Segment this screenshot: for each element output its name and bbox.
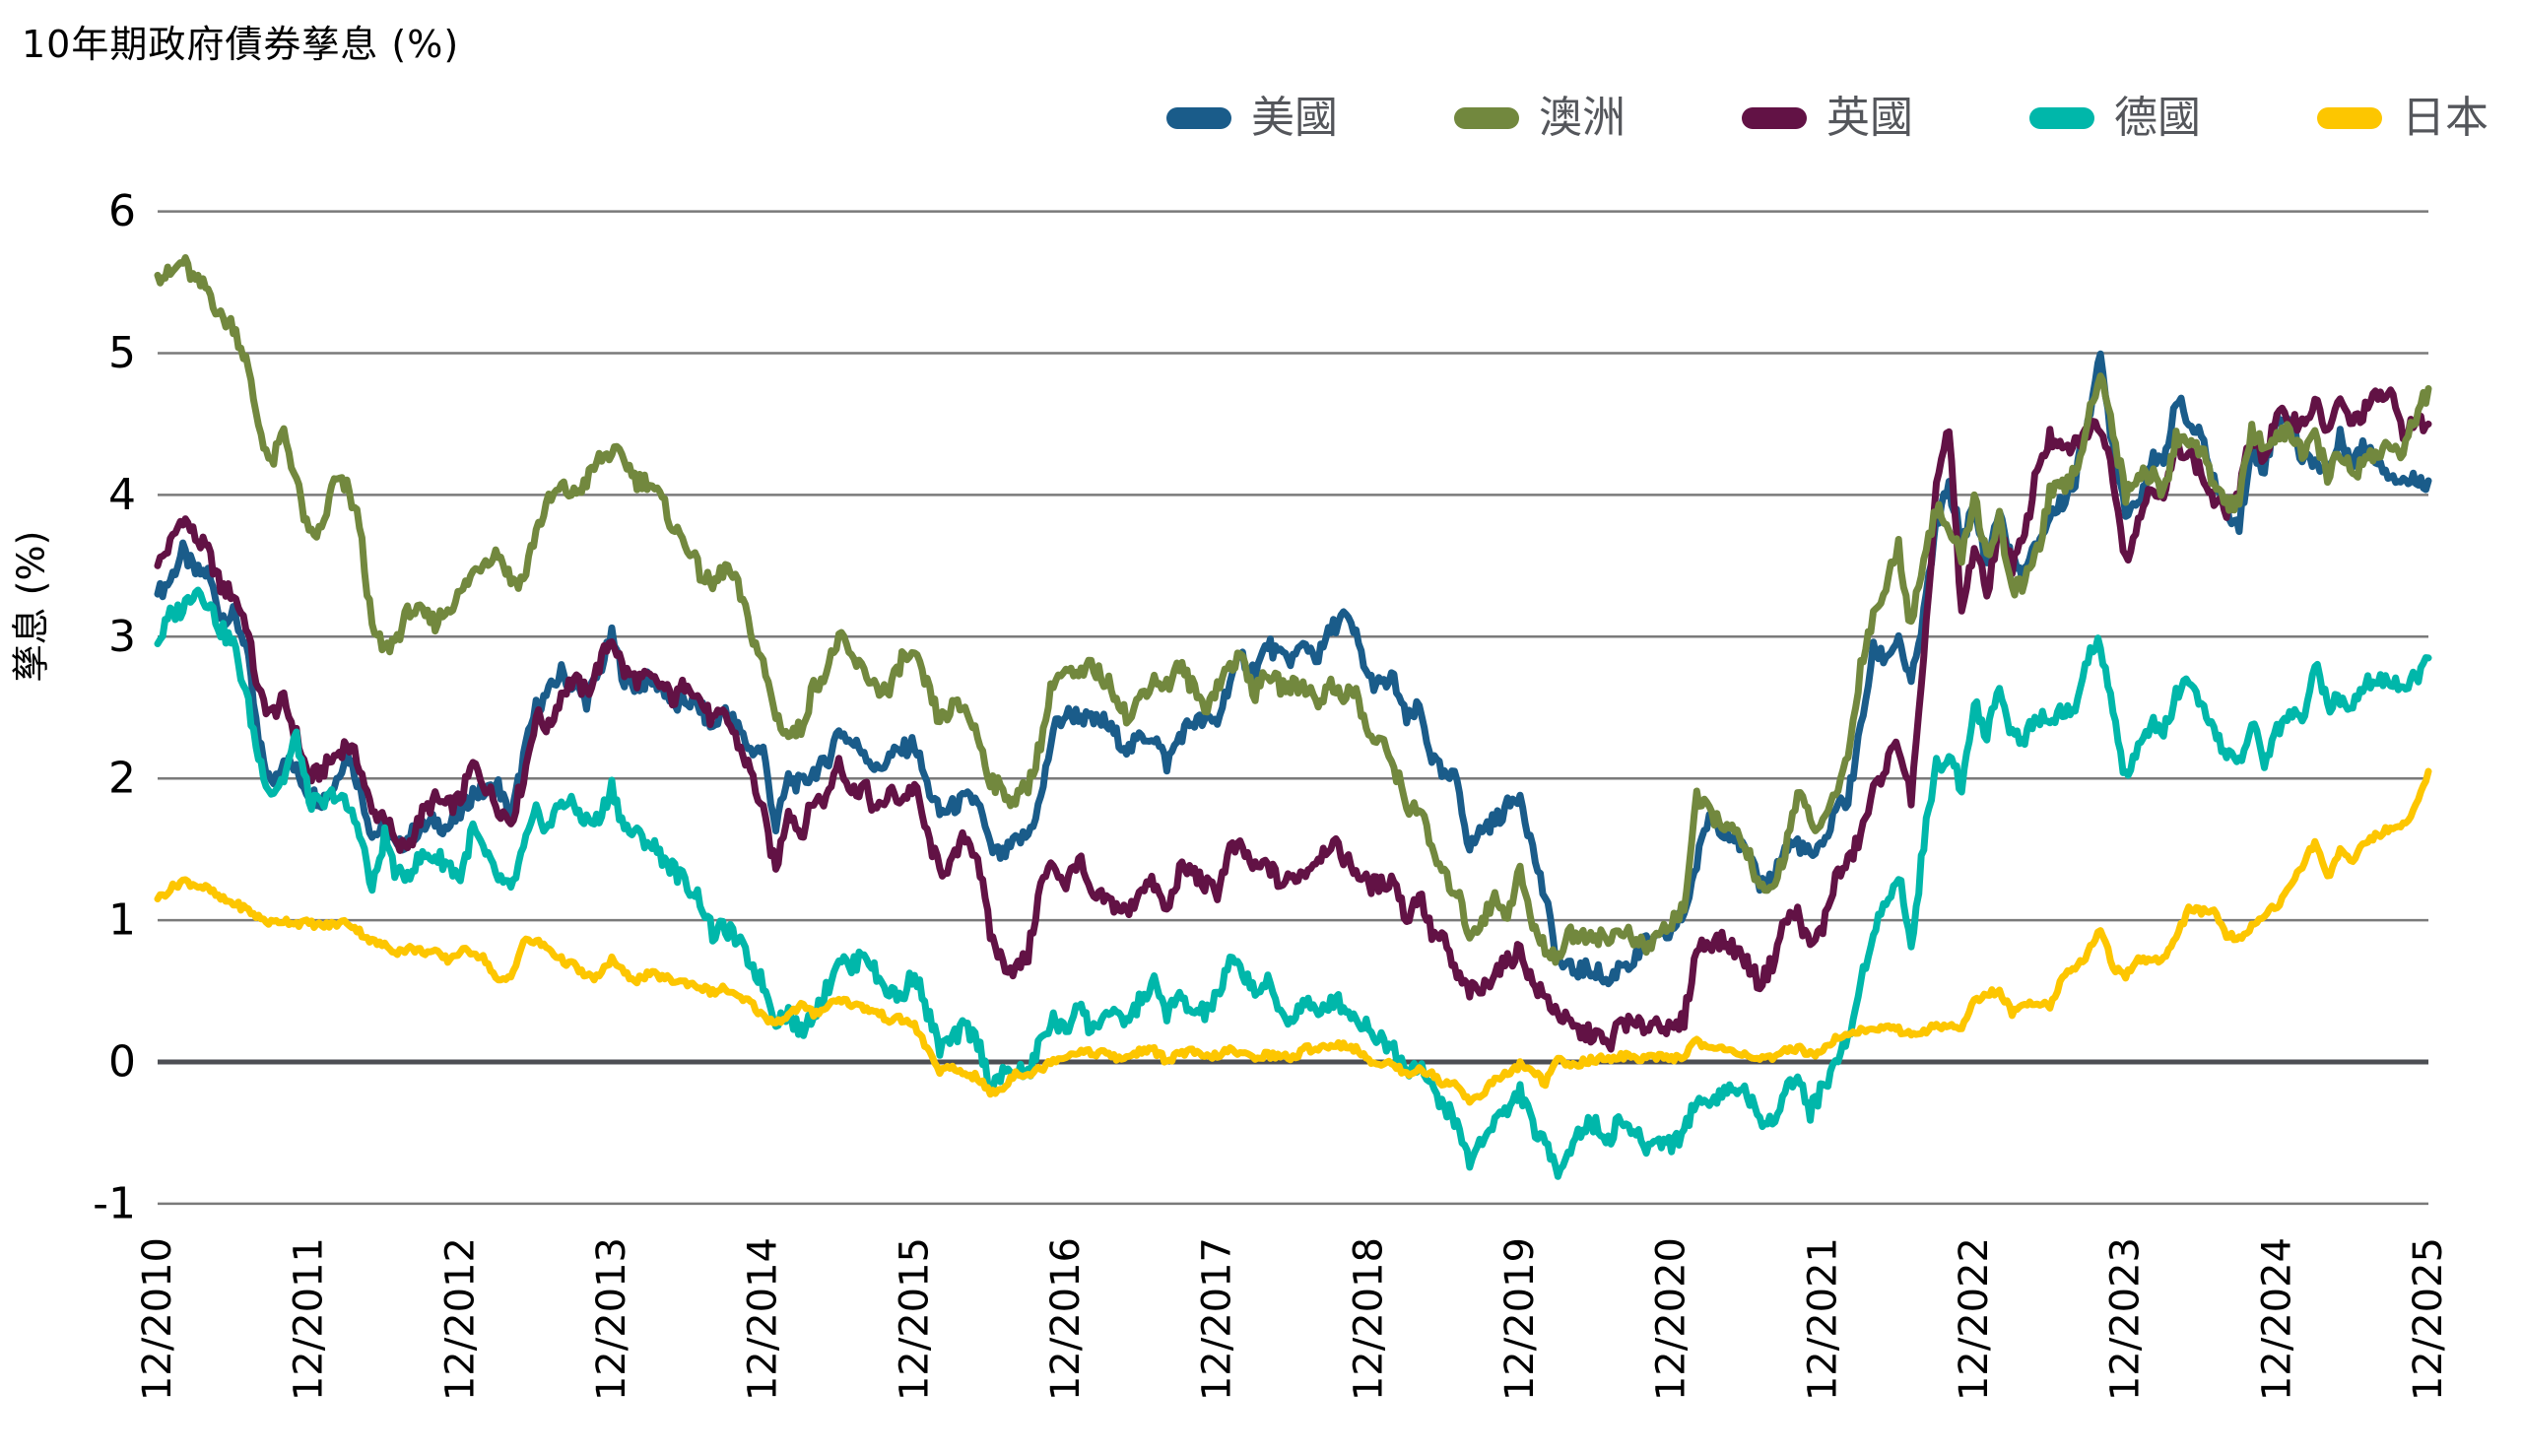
- chart-title: 10年期政府債券孳息 (%): [22, 23, 460, 66]
- series-line-美國: [154, 350, 2432, 988]
- x-tick-label: 12/2012: [437, 1237, 483, 1401]
- x-tick-label: 12/2015: [892, 1237, 937, 1401]
- y-tick-label: 4: [108, 470, 136, 520]
- legend-label: 美國: [1251, 93, 1338, 143]
- legend-label: 澳洲: [1539, 93, 1626, 143]
- y-tick-label: 1: [108, 895, 136, 946]
- x-tick-label: 12/2010: [135, 1237, 180, 1401]
- y-tick-label: 2: [108, 754, 136, 804]
- x-tick-label: 12/2016: [1043, 1237, 1089, 1401]
- x-tick-label: 12/2023: [2103, 1237, 2149, 1401]
- x-tick-label: 12/2025: [2406, 1237, 2451, 1401]
- legend-item-德國: 德國: [2029, 97, 2201, 140]
- series-line-日本: [154, 767, 2432, 1106]
- x-tick-label: 12/2021: [1800, 1237, 1845, 1401]
- x-tick-label: 12/2018: [1346, 1237, 1391, 1401]
- legend-label: 日本: [2402, 93, 2489, 143]
- legend-swatch-icon: [1742, 107, 1807, 129]
- y-tick-label: 0: [108, 1037, 136, 1088]
- legend-swatch-icon: [2317, 107, 2382, 129]
- y-tick-label: 5: [108, 328, 136, 378]
- series-line-德國: [154, 586, 2432, 1180]
- legend-label: 德國: [2114, 93, 2201, 143]
- series-line-英國: [154, 386, 2432, 1053]
- chart-legend: 美國 澳洲 英國 德國 日本: [1166, 97, 2489, 140]
- y-tick-label: 6: [108, 186, 136, 236]
- legend-item-英國: 英國: [1742, 97, 1913, 140]
- legend-item-美國: 美國: [1166, 97, 1338, 140]
- x-tick-label: 12/2020: [1649, 1237, 1694, 1401]
- x-tick-label: 12/2011: [287, 1237, 332, 1401]
- x-tick-label: 12/2017: [1195, 1237, 1240, 1401]
- x-tick-label: 12/2014: [741, 1237, 786, 1401]
- x-tick-label: 12/2013: [589, 1237, 634, 1401]
- legend-item-日本: 日本: [2317, 97, 2489, 140]
- legend-swatch-icon: [2029, 107, 2094, 129]
- legend-label: 英國: [1826, 93, 1913, 143]
- legend-item-澳洲: 澳洲: [1454, 97, 1626, 140]
- x-tick-label: 12/2022: [1952, 1237, 1997, 1401]
- legend-swatch-icon: [1166, 107, 1231, 129]
- y-tick-label: 3: [108, 612, 136, 662]
- x-tick-label: 12/2024: [2254, 1237, 2299, 1401]
- legend-swatch-icon: [1454, 107, 1519, 129]
- y-tick-label: -1: [93, 1178, 136, 1228]
- x-tick-label: 12/2019: [1497, 1237, 1543, 1401]
- series-line-澳洲: [154, 254, 2432, 966]
